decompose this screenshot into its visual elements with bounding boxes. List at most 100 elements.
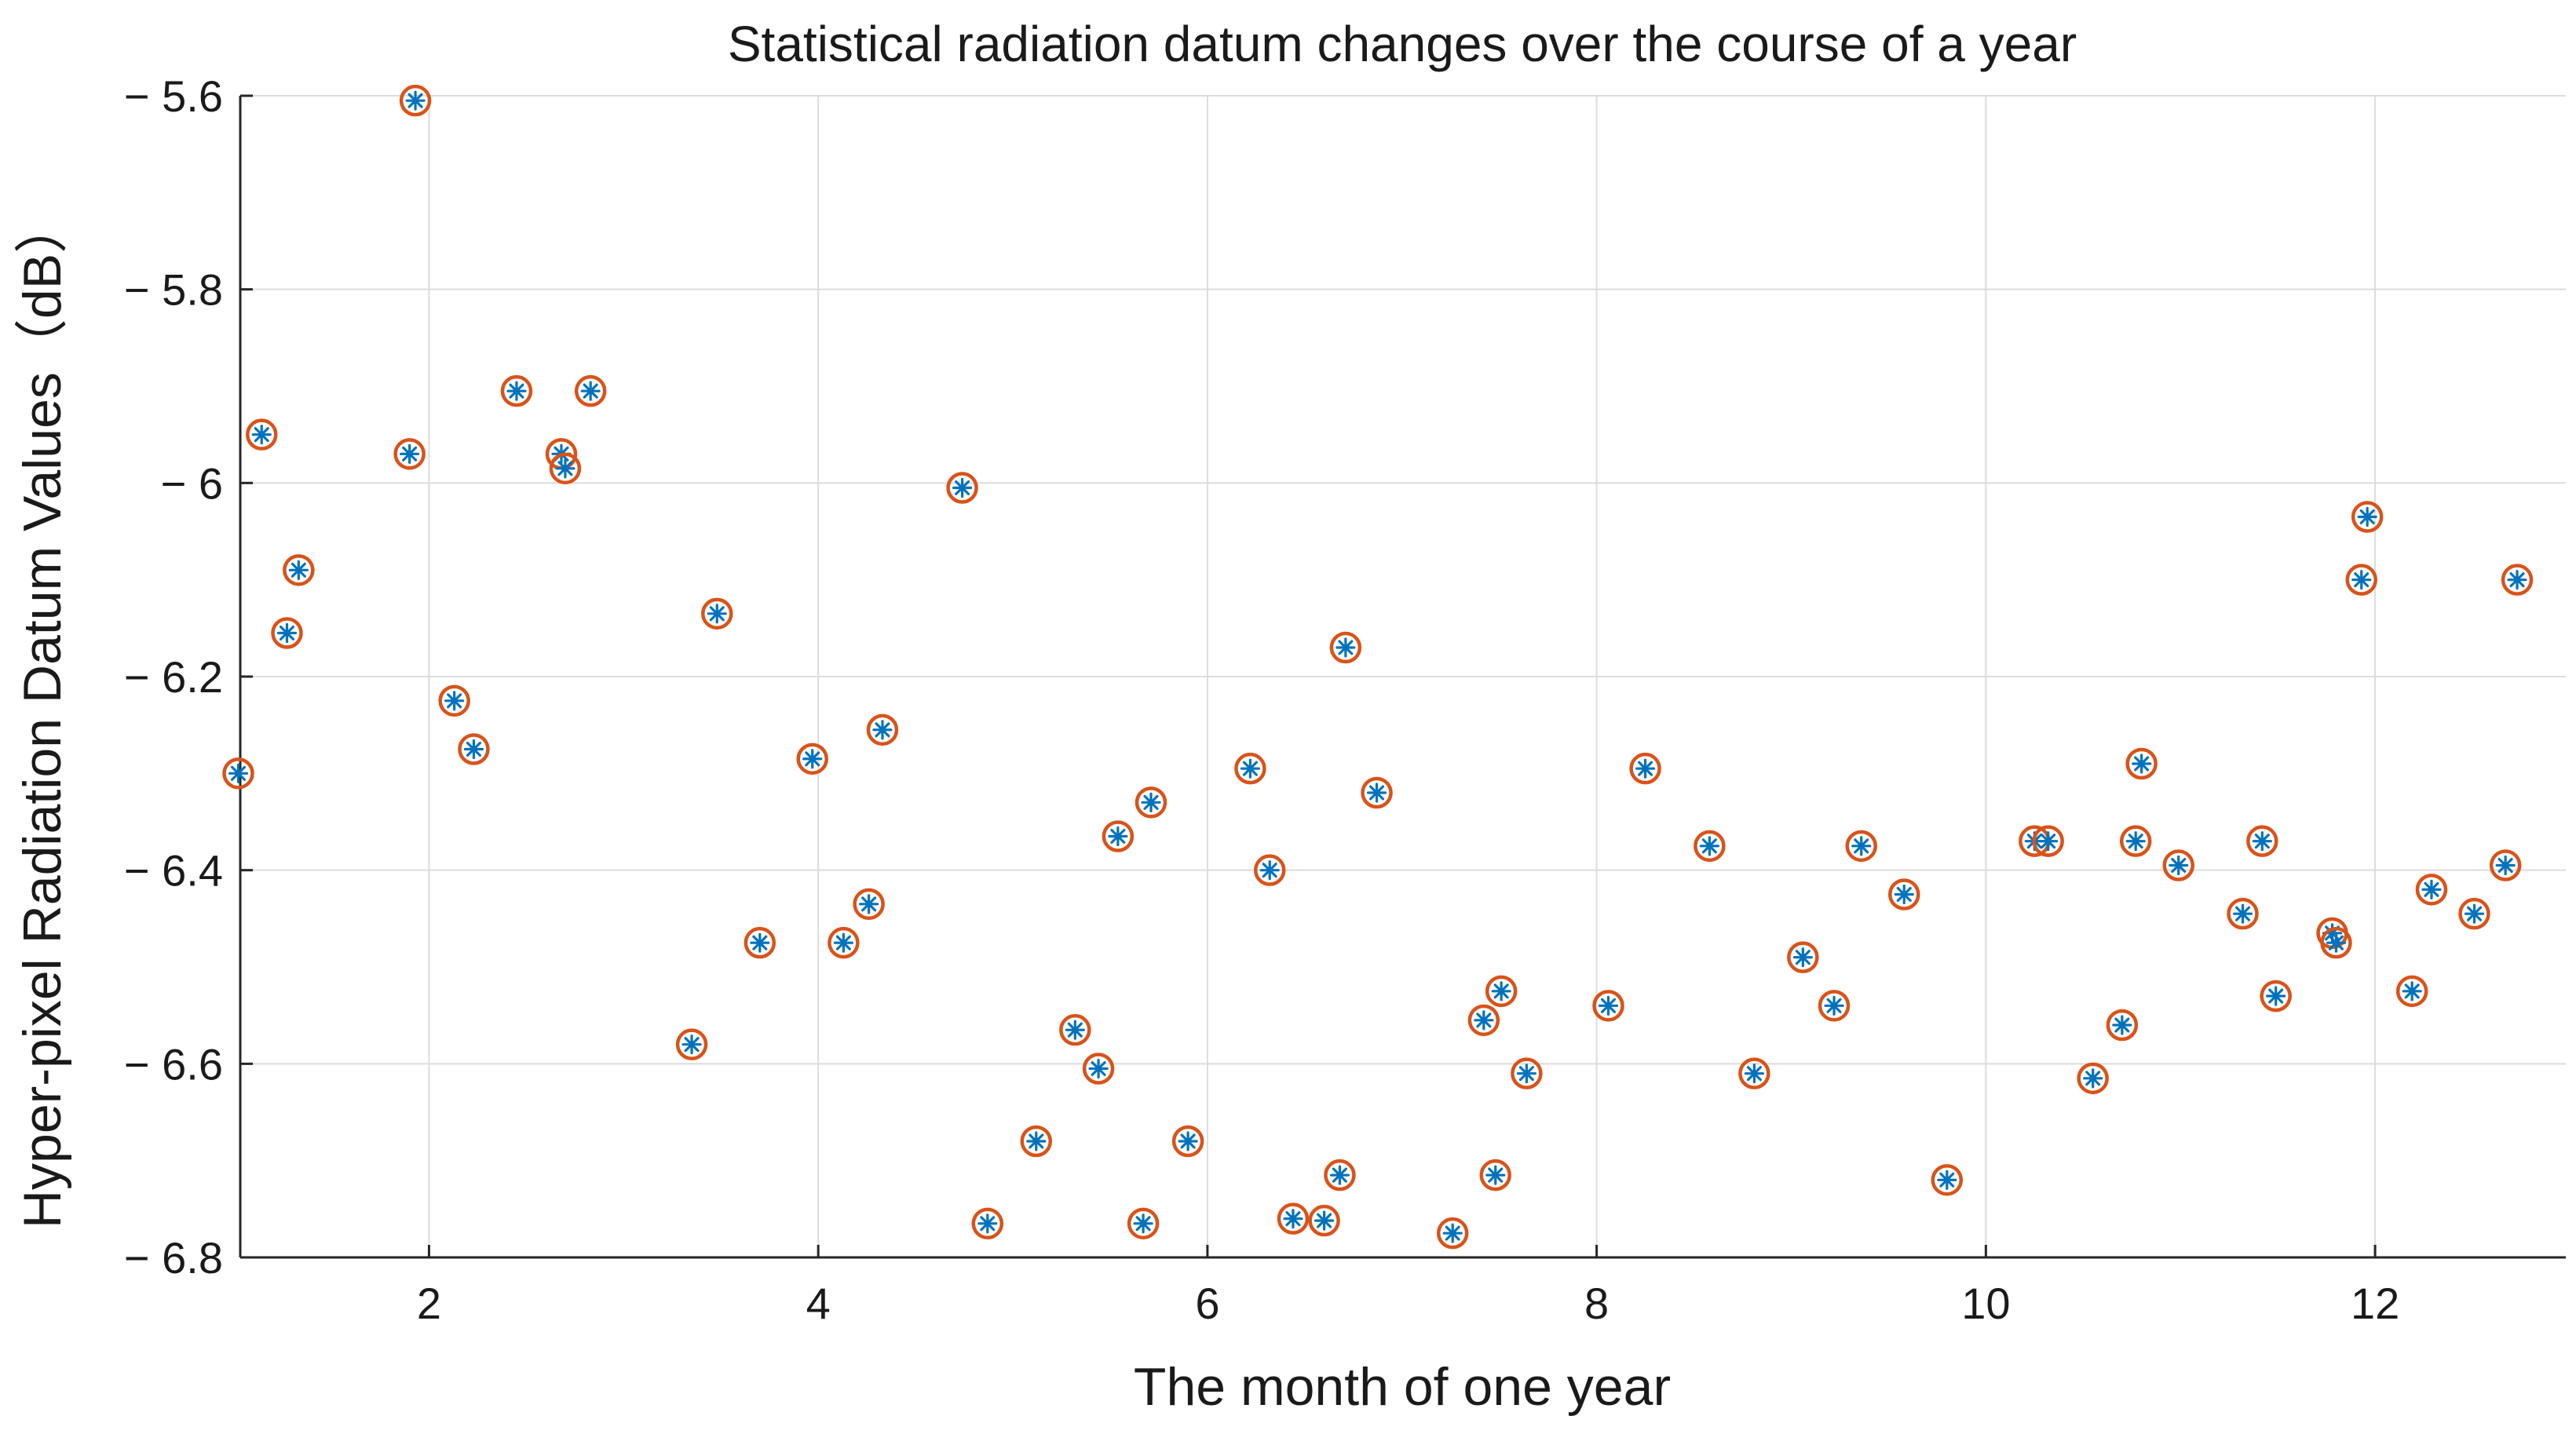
data-point-circle — [438, 684, 470, 717]
data-point-asterisk — [1699, 836, 1719, 856]
data-point-asterisk — [1485, 1165, 1506, 1185]
data-point-circle — [1253, 854, 1286, 886]
data-point-circle — [1082, 1053, 1115, 1085]
data-point-asterisk — [2421, 879, 2442, 899]
data-point — [1592, 990, 1624, 1022]
data-point-asterisk — [1133, 1213, 1153, 1234]
data-point — [1511, 1057, 1543, 1089]
data-point — [1738, 1057, 1770, 1089]
data-point-asterisk — [1088, 1058, 1109, 1079]
data-point-asterisk — [463, 739, 484, 760]
data-point — [2246, 825, 2278, 857]
data-point-asterisk — [580, 381, 601, 401]
data-point-asterisk — [707, 604, 727, 624]
data-point-circle — [1694, 830, 1726, 863]
data-point — [1329, 631, 1362, 664]
data-point — [1787, 941, 1819, 973]
data-point-asterisk — [750, 932, 770, 953]
data-point — [2227, 897, 2259, 930]
data-point-asterisk — [1240, 758, 1261, 779]
data-point — [1818, 990, 1851, 1022]
data-point-asterisk — [977, 1213, 998, 1234]
data-point-circle — [2119, 825, 2152, 857]
data-point — [2351, 501, 2384, 533]
data-point-asterisk — [1442, 1223, 1463, 1243]
y-tick-label: − 6.4 — [124, 846, 223, 896]
x-tick-label: 6 — [1195, 1279, 1219, 1328]
data-point — [283, 554, 315, 586]
data-point-asterisk — [1894, 884, 1914, 905]
data-point — [701, 597, 733, 630]
data-point-circle — [2246, 825, 2278, 857]
data-point — [2106, 1009, 2139, 1042]
data-point-circle — [744, 926, 776, 959]
data-point-circle — [853, 888, 885, 921]
data-point — [744, 926, 776, 959]
data-point — [1102, 820, 1135, 852]
x-tick-label: 12 — [2351, 1279, 2399, 1328]
data-point-asterisk — [1108, 826, 1128, 847]
y-tick-label: − 6.2 — [124, 652, 223, 702]
data-point — [2260, 980, 2292, 1013]
data-point-circle — [2125, 747, 2158, 780]
data-point-circle — [2489, 849, 2522, 881]
data-point-asterisk — [1336, 637, 1356, 658]
data-point-circle — [1059, 1013, 1091, 1046]
data-point-circle — [796, 743, 828, 775]
data-point — [1479, 1159, 1511, 1191]
data-point — [2032, 825, 2064, 857]
tick-labels: 2 4 6 8 10 12 − 5.6 − 5.8 − 6 − 6.2 − 6.4 − 6.6 − 6.… — [124, 71, 2399, 1328]
data-point-circle — [2501, 564, 2534, 596]
y-tick-label: − 5.6 — [124, 71, 223, 121]
data-point-circle — [1818, 990, 1851, 1022]
x-tick-label: 8 — [1584, 1279, 1609, 1328]
y-tick-label: − 5.8 — [124, 265, 223, 315]
data-point — [2345, 564, 2377, 596]
data-point-asterisk — [2351, 570, 2372, 590]
data-point-circle — [866, 713, 899, 746]
data-point-asterisk — [444, 691, 465, 711]
data-point-circle — [1020, 1125, 1053, 1158]
data-point-asterisk — [1026, 1131, 1047, 1151]
data-point-circle — [2162, 849, 2194, 881]
data-point-circle — [2458, 897, 2490, 930]
data-point-circle — [1102, 820, 1135, 852]
data-point-asterisk — [872, 720, 893, 740]
data-point-circle — [1171, 1125, 1204, 1158]
data-point-asterisk — [2464, 903, 2485, 924]
data-point-circle — [1308, 1204, 1340, 1237]
data-point-circle — [828, 926, 860, 959]
axes — [239, 94, 2566, 1259]
data-point — [2162, 849, 2194, 881]
data-point-circle — [1135, 786, 1167, 819]
data-point-circle — [2227, 897, 2259, 930]
data-point-circle — [1845, 830, 1877, 863]
data-point-circle — [2345, 564, 2377, 596]
data-point-asterisk — [1851, 836, 1872, 856]
y-tick-label: − 6.8 — [124, 1233, 223, 1283]
data-point — [853, 888, 885, 921]
data-point-circle — [1277, 1202, 1310, 1235]
data-point — [438, 684, 470, 717]
data-point-asterisk — [2402, 981, 2422, 1002]
data-point-asterisk — [506, 381, 527, 401]
data-point-circle — [1479, 1159, 1511, 1191]
data-point-circle — [1324, 1159, 1356, 1191]
data-point-circle — [1467, 1004, 1500, 1037]
data-point — [574, 374, 607, 407]
data-point-asterisk — [1178, 1131, 1198, 1151]
data-point — [222, 757, 254, 790]
data-point-asterisk — [1283, 1209, 1303, 1229]
data-point-asterisk — [288, 560, 309, 580]
data-point-asterisk — [2357, 506, 2377, 527]
data-point-circle — [2351, 501, 2384, 533]
data-point — [1135, 786, 1167, 819]
data-point-circle — [2032, 825, 2064, 857]
data-point-circle — [283, 554, 315, 586]
data-point — [971, 1207, 1004, 1240]
x-tick-label: 2 — [417, 1279, 441, 1328]
data-point — [500, 374, 533, 407]
data-point — [946, 472, 978, 504]
data-point-asterisk — [276, 622, 298, 644]
